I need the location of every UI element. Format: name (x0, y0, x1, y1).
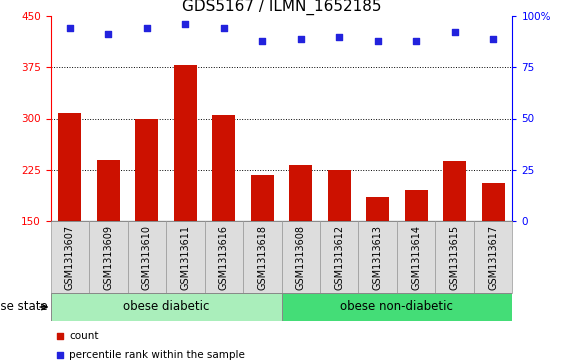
Text: GSM1313617: GSM1313617 (488, 224, 498, 290)
Bar (328, 171, 351, 221)
Bar (435, 221, 474, 293)
Bar (397, 221, 435, 293)
Bar (51, 221, 89, 293)
Point (334, 34, 343, 40)
Point (65, 25, 74, 31)
Point (55, 352, 64, 358)
Bar (51, 293, 282, 321)
Text: GSM1313614: GSM1313614 (411, 224, 421, 290)
Bar (282, 221, 320, 293)
Bar (251, 175, 274, 221)
Bar (366, 197, 389, 221)
Text: count: count (69, 331, 99, 341)
Text: GSM1313607: GSM1313607 (65, 224, 75, 290)
Point (142, 25, 151, 31)
Bar (166, 221, 204, 293)
Text: percentile rank within the sample: percentile rank within the sample (69, 350, 245, 360)
Bar (282, 293, 512, 321)
Text: disease state: disease state (0, 301, 48, 314)
Point (412, 38, 421, 44)
Text: obese non-diabetic: obese non-diabetic (341, 301, 453, 314)
Point (104, 32, 113, 37)
Bar (174, 65, 197, 221)
Text: GSM1313612: GSM1313612 (334, 224, 344, 290)
Point (450, 29, 459, 35)
Bar (204, 221, 243, 293)
Text: GSM1313613: GSM1313613 (373, 224, 383, 290)
Title: GDS5167 / ILMN_1652185: GDS5167 / ILMN_1652185 (182, 0, 381, 15)
Text: GSM1313611: GSM1313611 (180, 224, 190, 290)
Text: GSM1313618: GSM1313618 (257, 224, 267, 290)
Point (296, 36, 305, 41)
Bar (443, 161, 466, 221)
Point (55, 333, 64, 339)
Text: GSM1313608: GSM1313608 (296, 224, 306, 290)
Bar (320, 221, 359, 293)
Bar (405, 190, 428, 221)
Bar (289, 165, 312, 221)
Bar (97, 159, 120, 221)
Text: GSM1313609: GSM1313609 (104, 224, 113, 290)
Bar (474, 221, 512, 293)
Bar (59, 113, 82, 221)
Bar (128, 221, 166, 293)
Bar (212, 115, 235, 221)
Point (373, 38, 382, 44)
Point (220, 25, 229, 31)
Point (489, 36, 498, 41)
Point (181, 21, 190, 27)
Bar (89, 221, 128, 293)
Text: GSM1313610: GSM1313610 (142, 224, 152, 290)
Text: GSM1313616: GSM1313616 (219, 224, 229, 290)
Bar (481, 183, 504, 221)
Bar (359, 221, 397, 293)
Point (258, 38, 267, 44)
Text: GSM1313615: GSM1313615 (450, 224, 459, 290)
Text: obese diabetic: obese diabetic (123, 301, 209, 314)
Bar (243, 221, 282, 293)
Bar (135, 118, 158, 221)
